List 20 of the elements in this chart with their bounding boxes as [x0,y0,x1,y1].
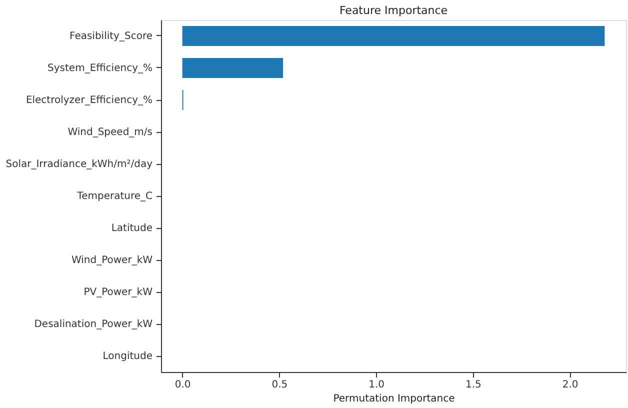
x-tick-label: 0.5 [272,380,288,390]
x-tick-label: 1.5 [465,380,482,390]
y-tick-label: Latitude [111,223,152,234]
bar [182,58,284,78]
chart-title: Feature Importance [339,4,448,17]
y-tick-label: System_Efficiency_% [48,63,152,74]
y-tick-label: Temperature_C [76,191,153,202]
y-tick-label: Electrolyzer_Efficiency_% [26,95,152,106]
y-tick-label: Wind_Power_kW [71,255,153,266]
y-tick-label: Solar_Irradiance_kWh/m²/day [6,159,153,170]
x-tick-label: 2.0 [562,380,578,390]
bar [182,26,605,46]
y-tick-label: Feasibility_Score [69,31,152,42]
y-tick-label: Longitude [102,351,152,362]
y-tick-label: Desalination_Power_kW [34,319,153,330]
y-tick-label: PV_Power_kW [84,287,153,298]
x-tick-label: 1.0 [368,380,385,390]
y-tick-label: Wind_Speed_m/s [68,127,152,138]
x-tick-label: 0.0 [174,380,191,390]
x-axis-title: Permutation Importance [333,394,455,404]
